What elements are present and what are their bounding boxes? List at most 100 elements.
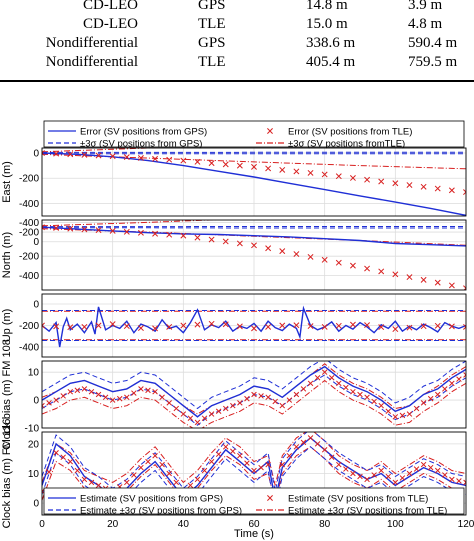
tle-estimate-marker — [251, 467, 257, 474]
tle-error-marker — [222, 238, 229, 245]
tle-error-marker — [67, 151, 74, 158]
table-cell: 14.8 m — [306, 0, 348, 13]
tle-estimate-marker — [350, 470, 356, 477]
tle-estimate-marker — [449, 476, 455, 483]
tle-error-marker — [420, 183, 427, 190]
tle-estimate-marker — [420, 461, 427, 468]
tle-estimate-marker — [442, 386, 448, 392]
y-tick-label: -400 — [19, 199, 39, 210]
tle-error-marker — [166, 323, 173, 330]
tle-estimate-marker — [300, 386, 307, 392]
tle-error-marker — [420, 276, 427, 283]
tle-error-marker — [392, 271, 399, 278]
tle-estimate-marker — [53, 449, 59, 456]
legend-swatch — [267, 495, 273, 501]
y-tick-label: -200 — [19, 321, 39, 332]
tle-estimate-marker — [449, 380, 455, 387]
y-axis-label: Clock bias (m) FM 116 — [1, 419, 13, 529]
tle-estimate-marker — [74, 387, 81, 394]
tle-estimate-marker — [427, 395, 434, 402]
tle-error-marker — [42, 322, 45, 329]
tle-3sigma-line — [42, 432, 466, 486]
tle-error-marker — [208, 236, 215, 243]
tle-estimate-marker — [413, 466, 420, 472]
tle-estimate-marker — [350, 388, 356, 395]
table-cell: TLE — [198, 54, 226, 70]
y-axis-label: East (m) — [1, 161, 13, 203]
tle-error-marker — [95, 227, 102, 234]
axes-box — [41, 293, 467, 358]
tle-estimate-marker — [258, 464, 264, 471]
tle-estimate-marker — [321, 369, 328, 375]
tle-estimate-marker — [159, 394, 165, 401]
tle-error-marker — [349, 175, 356, 181]
tle-error-marker — [137, 229, 144, 236]
tle-estimate-marker — [336, 380, 342, 387]
tle-estimate-marker — [378, 402, 384, 409]
tle-error-marker — [349, 262, 356, 269]
tle-error-marker — [67, 324, 74, 331]
tle-estimate-marker — [81, 386, 88, 392]
x-tick-label: 60 — [248, 519, 260, 530]
tle-estimate-marker — [286, 452, 293, 459]
tle-estimate-marker — [95, 391, 102, 398]
tle-estimate-marker — [343, 466, 349, 472]
table-cell: Nondifferential — [45, 54, 138, 70]
tle-estimate-marker — [392, 479, 399, 486]
tle-error-marker — [434, 322, 441, 329]
tle-error-marker — [109, 227, 116, 234]
tle-error-marker — [53, 225, 60, 231]
tle-error-marker — [42, 224, 45, 231]
gps-error-line — [42, 305, 466, 348]
tle-estimate-marker — [336, 461, 342, 468]
tle-error-marker — [95, 152, 102, 159]
tle-error-marker — [463, 323, 466, 330]
axes-box — [41, 360, 467, 429]
y-tick-label: -400 — [19, 271, 39, 282]
tle-estimate-marker — [46, 400, 52, 406]
y-axis-label: Up (m) — [1, 309, 13, 343]
y-tick-label: 20 — [28, 439, 40, 450]
tle-estimate-marker — [74, 467, 81, 474]
tle-estimate-marker — [116, 395, 123, 402]
tle-estimate-marker — [456, 376, 462, 382]
legend-label: ±3σ (SV positions from GPS) — [80, 139, 202, 150]
tle-error-marker — [81, 226, 88, 233]
tle-estimate-marker — [60, 393, 66, 399]
tle-estimate-marker — [244, 460, 250, 466]
tle-error-marker — [222, 161, 229, 168]
table-cell: CD-LEO — [83, 16, 138, 32]
tle-error-marker — [152, 325, 159, 332]
tle-error-marker — [335, 259, 342, 266]
tle-error-marker — [194, 321, 201, 328]
tle-estimate-marker — [215, 408, 222, 415]
legend-box — [43, 120, 465, 148]
tle-estimate-marker — [201, 415, 208, 421]
legend-swatch — [267, 128, 273, 134]
tle-estimate-marker — [463, 479, 466, 486]
legend-label: Error (SV positions from TLE) — [288, 127, 412, 138]
tle-estimate-marker — [307, 435, 314, 441]
tle-estimate-marker — [244, 395, 250, 402]
tle-error-marker — [349, 321, 356, 328]
tle-error-marker — [53, 323, 60, 330]
error-table: CD-LEO GPS 14.8 m 3.9 m CD-LEO TLE 15.0 m 4.8 m… — [0, 0, 474, 84]
tle-error-marker — [448, 323, 455, 330]
tle-estimate-marker — [343, 384, 349, 391]
tle-error-marker — [265, 323, 272, 330]
tle-estimate-marker — [357, 391, 363, 398]
tle-estimate-marker — [237, 400, 243, 406]
tle-estimate-marker — [102, 394, 109, 401]
tle-estimate-marker — [173, 405, 180, 412]
tle-error-marker — [406, 182, 413, 188]
tle-estimate-marker — [357, 473, 363, 480]
tle-estimate-marker — [456, 478, 462, 484]
legend-label: Estimate ±3σ (SV positions from TLE) — [288, 506, 447, 517]
tle-error-marker — [392, 180, 399, 187]
y-tick-label: -10 — [25, 424, 40, 435]
tle-estimate-marker — [180, 411, 187, 417]
legend-label: Estimate (SV positions from GPS) — [80, 494, 223, 505]
tle-estimate-marker — [314, 374, 321, 381]
tle-estimate-marker — [258, 393, 264, 399]
